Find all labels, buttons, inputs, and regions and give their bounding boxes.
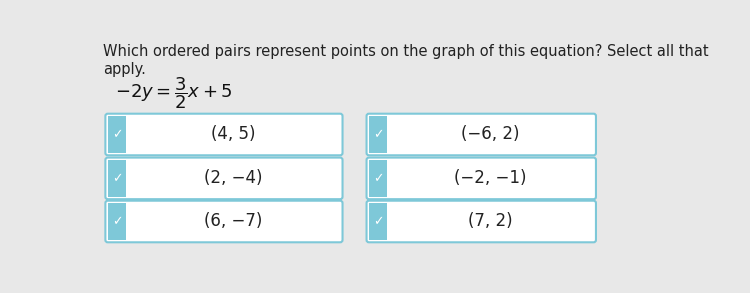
Text: (4, 5): (4, 5)	[211, 125, 256, 144]
Text: (−2, −1): (−2, −1)	[454, 169, 526, 188]
Bar	[108, 116, 126, 153]
Text: ✓: ✓	[112, 215, 122, 228]
Bar	[108, 203, 126, 240]
Text: $-2y = \dfrac{3}{2}x + 5$: $-2y = \dfrac{3}{2}x + 5$	[116, 75, 233, 111]
Bar	[369, 116, 388, 153]
Text: ✓: ✓	[373, 128, 383, 141]
Text: (2, −4): (2, −4)	[204, 169, 262, 188]
Text: (7, 2): (7, 2)	[468, 212, 513, 231]
FancyBboxPatch shape	[105, 158, 343, 199]
Text: (6, −7): (6, −7)	[204, 212, 262, 231]
FancyBboxPatch shape	[105, 114, 343, 155]
Text: ✓: ✓	[373, 172, 383, 185]
Text: Which ordered pairs represent points on the graph of this equation? Select all t: Which ordered pairs represent points on …	[103, 45, 709, 77]
Bar	[369, 203, 388, 240]
FancyBboxPatch shape	[105, 201, 343, 242]
FancyBboxPatch shape	[367, 114, 596, 155]
Text: ✓: ✓	[373, 215, 383, 228]
Text: ✓: ✓	[112, 172, 122, 185]
FancyBboxPatch shape	[367, 201, 596, 242]
Bar	[108, 160, 126, 197]
Bar	[369, 160, 388, 197]
Text: ✓: ✓	[112, 128, 122, 141]
FancyBboxPatch shape	[367, 158, 596, 199]
Text: (−6, 2): (−6, 2)	[461, 125, 520, 144]
